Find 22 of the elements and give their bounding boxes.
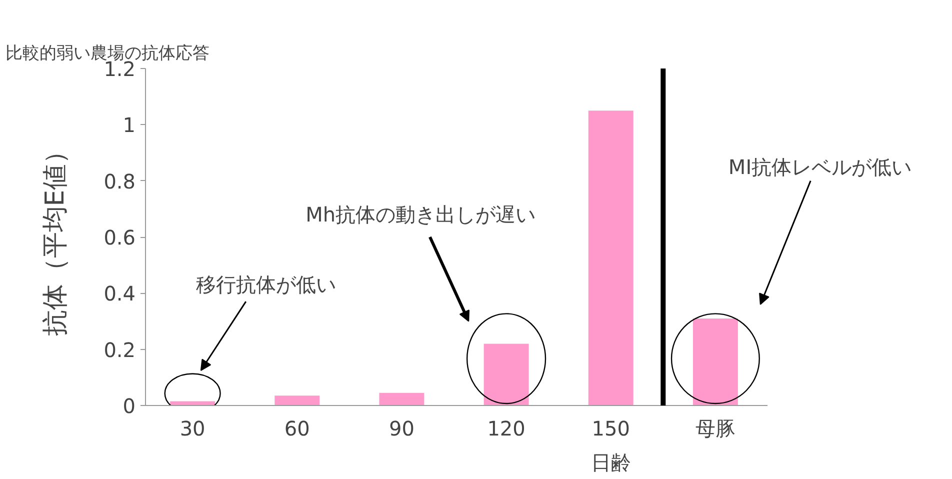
x-tick-label: 30 <box>180 416 206 440</box>
y-tick-label: 0.4 <box>104 282 136 306</box>
y-tick-label: 0 <box>122 394 136 418</box>
annotation: 移行抗体が低い <box>196 272 336 297</box>
y-tick-label: 0.6 <box>104 226 136 250</box>
x-tick-label: 60 <box>284 416 310 440</box>
bar <box>588 110 634 406</box>
bar <box>484 344 529 406</box>
x-tick-label: 150 <box>592 416 630 440</box>
bar <box>379 392 424 406</box>
y-tick-label: 0.2 <box>104 338 136 362</box>
x-tick-label: 120 <box>487 416 526 440</box>
y-tick-label: 1 <box>122 113 136 138</box>
y-tick-label: 0.8 <box>104 169 136 194</box>
bar <box>692 318 738 406</box>
bar <box>274 396 320 406</box>
annotation: Mh抗体の動き出しが遅い <box>306 202 536 227</box>
annotation: MI抗体レベルが低い <box>728 154 912 179</box>
x-tick-label: 90 <box>388 416 414 440</box>
x-axis-title: 日齢 <box>590 450 631 474</box>
x-tick-label: 母豚 <box>695 416 736 440</box>
y-axis-title: 抗体（平均E値） <box>40 138 71 336</box>
